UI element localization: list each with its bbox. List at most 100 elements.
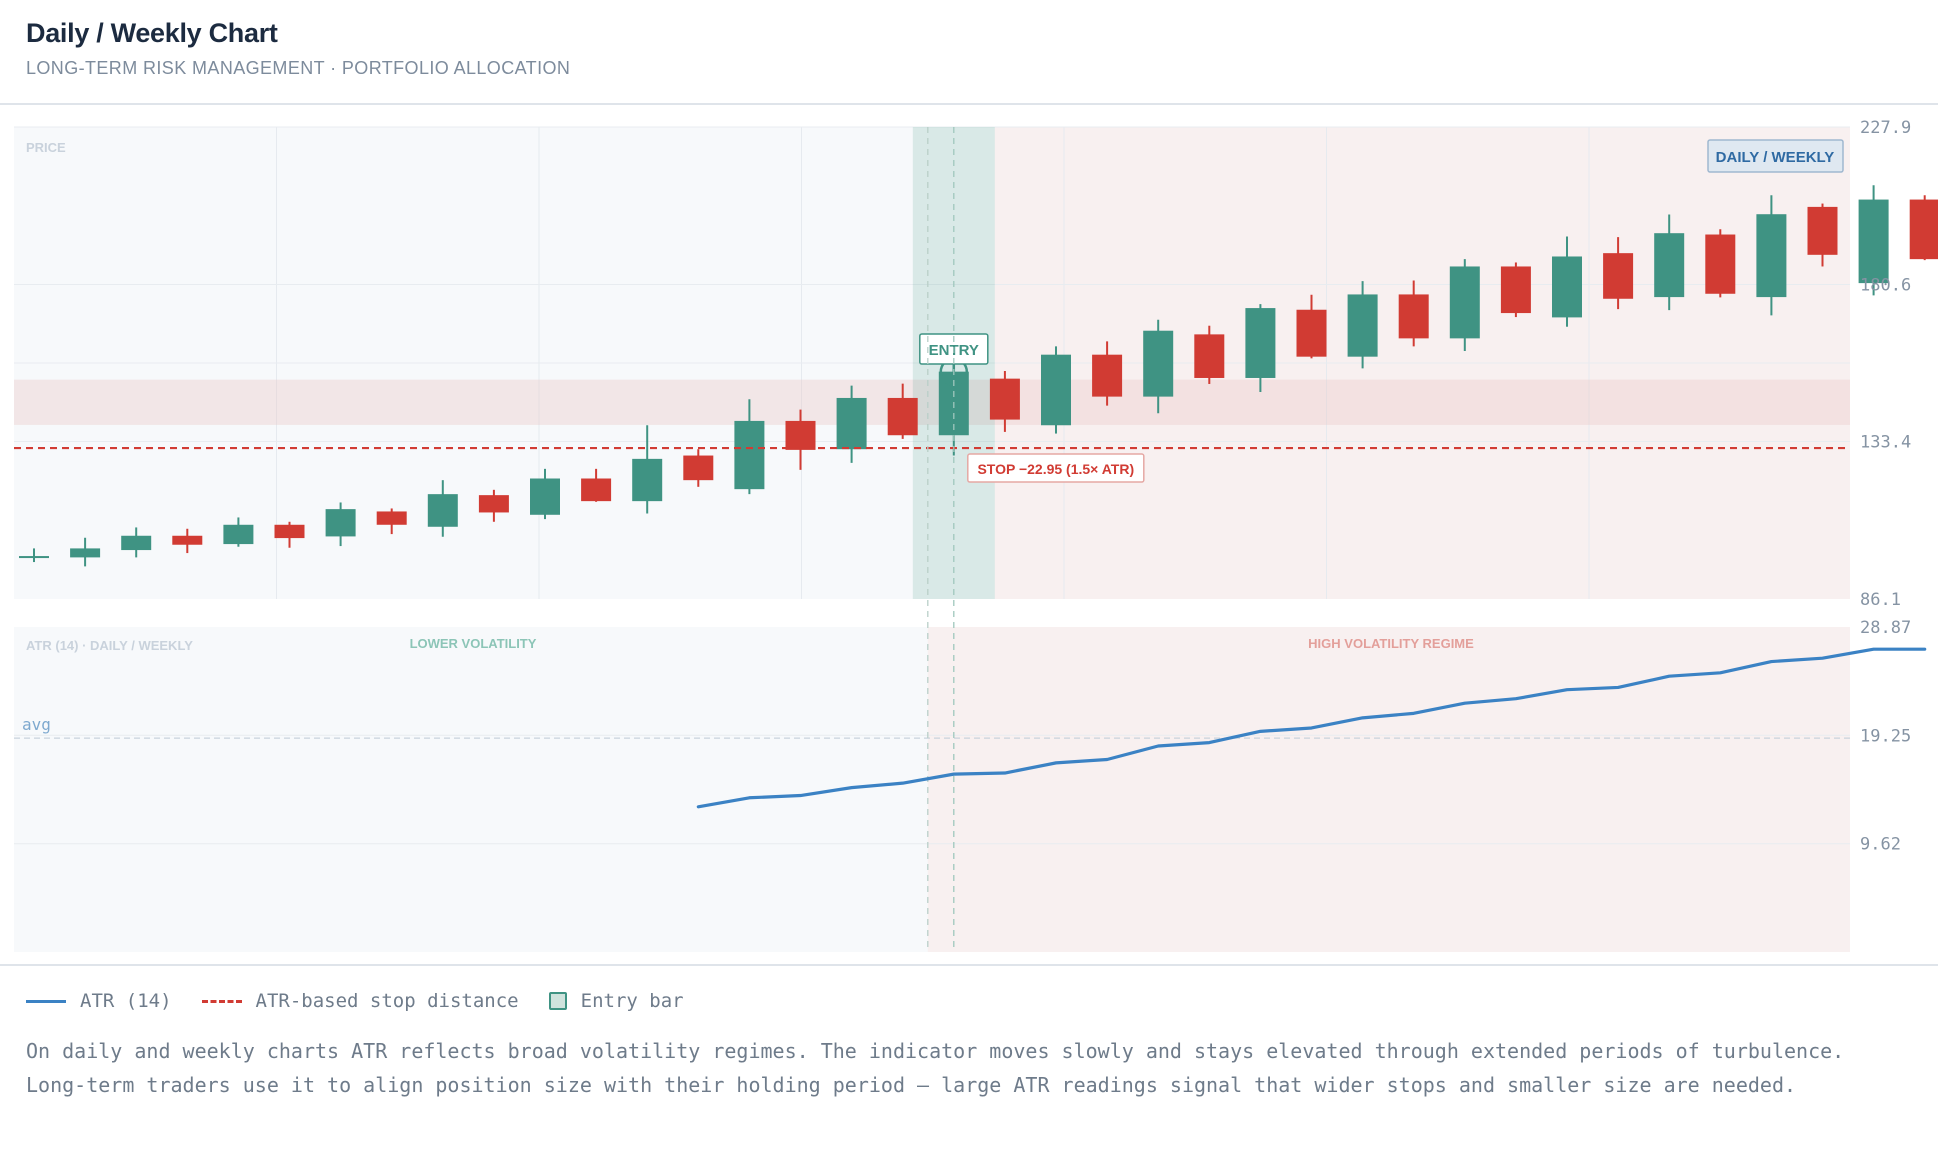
atr-tick-label: 9.62 bbox=[1860, 835, 1901, 855]
candle-body bbox=[1041, 354, 1071, 426]
candle-body bbox=[1756, 214, 1787, 298]
price-tick-label: 180.6 bbox=[1860, 275, 1911, 295]
candle bbox=[1194, 325, 1225, 384]
candle bbox=[325, 502, 356, 547]
candle-body bbox=[223, 524, 254, 545]
candle-body bbox=[376, 511, 407, 525]
legend-item-stop: ATR-based stop distance bbox=[201, 990, 519, 1012]
candle-body bbox=[1500, 266, 1531, 314]
candle bbox=[734, 399, 765, 495]
candle-body bbox=[1858, 199, 1889, 284]
candle bbox=[1552, 236, 1582, 327]
candle-body bbox=[1398, 294, 1429, 339]
candle-body bbox=[274, 524, 305, 539]
atr-high-volatility-background bbox=[927, 627, 1850, 952]
candle bbox=[1705, 229, 1736, 298]
candle bbox=[581, 468, 612, 502]
stop-label-box bbox=[967, 453, 1145, 483]
page-title: Daily / Weekly Chart bbox=[26, 18, 278, 48]
price-panel-label: PRICE bbox=[26, 140, 66, 155]
candle-body bbox=[530, 478, 560, 515]
candle bbox=[1347, 281, 1378, 369]
timeframe-badge: DAILY / WEEKLY bbox=[1716, 149, 1835, 166]
candle bbox=[1500, 262, 1531, 318]
candle-body bbox=[172, 535, 203, 545]
candle-body bbox=[836, 397, 867, 450]
legend-label-stop: ATR-based stop distance bbox=[255, 990, 519, 1012]
candle bbox=[632, 425, 663, 514]
candle-body bbox=[1092, 354, 1123, 397]
candle bbox=[1398, 280, 1429, 347]
candlesticks bbox=[19, 185, 1938, 567]
candle-body bbox=[1143, 330, 1174, 397]
candle bbox=[1296, 294, 1327, 359]
candle bbox=[1143, 319, 1174, 414]
candle bbox=[19, 548, 49, 563]
chart-description: On daily and weekly charts ATR reflects … bbox=[26, 1039, 1845, 1097]
candle bbox=[785, 409, 816, 470]
legend-item-entry: Entry bar bbox=[548, 990, 684, 1012]
candle-body bbox=[734, 420, 765, 490]
candle bbox=[478, 489, 509, 522]
legend: ATR (14) ATR-based stop distance Entry b… bbox=[26, 990, 714, 1012]
lower-volatility-label: LOWER VOLATILITY bbox=[410, 636, 537, 651]
candle-body bbox=[1245, 308, 1276, 378]
candle bbox=[887, 383, 918, 439]
high-volatility-label: HIGH VOLATILITY REGIME bbox=[1308, 636, 1474, 651]
candle bbox=[427, 480, 458, 537]
chart-footer: ATR (14) ATR-based stop distance Entry b… bbox=[0, 964, 1938, 1152]
entry-bar-swatch bbox=[548, 992, 567, 1010]
candle-body bbox=[632, 458, 663, 502]
candle-body bbox=[70, 548, 101, 558]
candle bbox=[70, 537, 101, 567]
candle bbox=[530, 468, 560, 520]
candle bbox=[836, 385, 867, 463]
candle-body bbox=[1194, 334, 1225, 378]
candle-body bbox=[1603, 253, 1634, 299]
candle bbox=[1756, 195, 1787, 316]
legend-label-entry: Entry bar bbox=[580, 990, 684, 1012]
candle bbox=[274, 521, 305, 548]
candle-body bbox=[1347, 294, 1378, 357]
candle-body bbox=[19, 556, 49, 559]
candle-body bbox=[887, 397, 918, 436]
legend-item-atr: ATR (14) bbox=[26, 990, 172, 1012]
candle bbox=[376, 508, 407, 535]
candle bbox=[683, 449, 714, 487]
candle-body bbox=[785, 420, 816, 450]
price-tick-label: 227.9 bbox=[1860, 118, 1911, 138]
page-subtitle: LONG-TERM RISK MANAGEMENT · PORTFOLIO AL… bbox=[26, 58, 571, 78]
candle bbox=[1245, 304, 1276, 392]
atr-line-swatch bbox=[26, 999, 66, 1003]
candle-body bbox=[1449, 266, 1480, 339]
candle-body bbox=[478, 495, 509, 513]
candle bbox=[1807, 203, 1838, 267]
candle-body bbox=[121, 535, 152, 551]
atr-tick-label: 28.87 bbox=[1860, 618, 1911, 638]
candle-body bbox=[1909, 199, 1938, 260]
candle bbox=[1092, 341, 1123, 406]
candle-body bbox=[1705, 234, 1736, 294]
candle-body bbox=[325, 509, 356, 537]
atr-panel-label: ATR (14) · DAILY / WEEKLY bbox=[26, 638, 193, 653]
price-tick-label: 86.1 bbox=[1860, 590, 1901, 610]
candle-body bbox=[1552, 256, 1582, 318]
candle bbox=[121, 527, 152, 558]
candle bbox=[989, 370, 1020, 432]
timeframe-badge-box bbox=[1707, 139, 1844, 173]
candle-body bbox=[1807, 206, 1838, 255]
candle bbox=[223, 517, 254, 547]
candle bbox=[172, 528, 203, 554]
candle bbox=[1449, 259, 1480, 352]
candle-body bbox=[989, 378, 1020, 420]
candle-body bbox=[427, 494, 458, 527]
candle bbox=[1041, 346, 1071, 434]
candle bbox=[1603, 237, 1634, 310]
stop-label: STOP −22.95 (1.5× ATR) bbox=[977, 461, 1134, 477]
risk-zone-band bbox=[14, 379, 1850, 425]
atr-average-label: avg bbox=[22, 715, 51, 734]
candle bbox=[1654, 214, 1685, 311]
candle-body bbox=[1654, 233, 1685, 298]
legend-label-atr: ATR (14) bbox=[80, 990, 172, 1012]
